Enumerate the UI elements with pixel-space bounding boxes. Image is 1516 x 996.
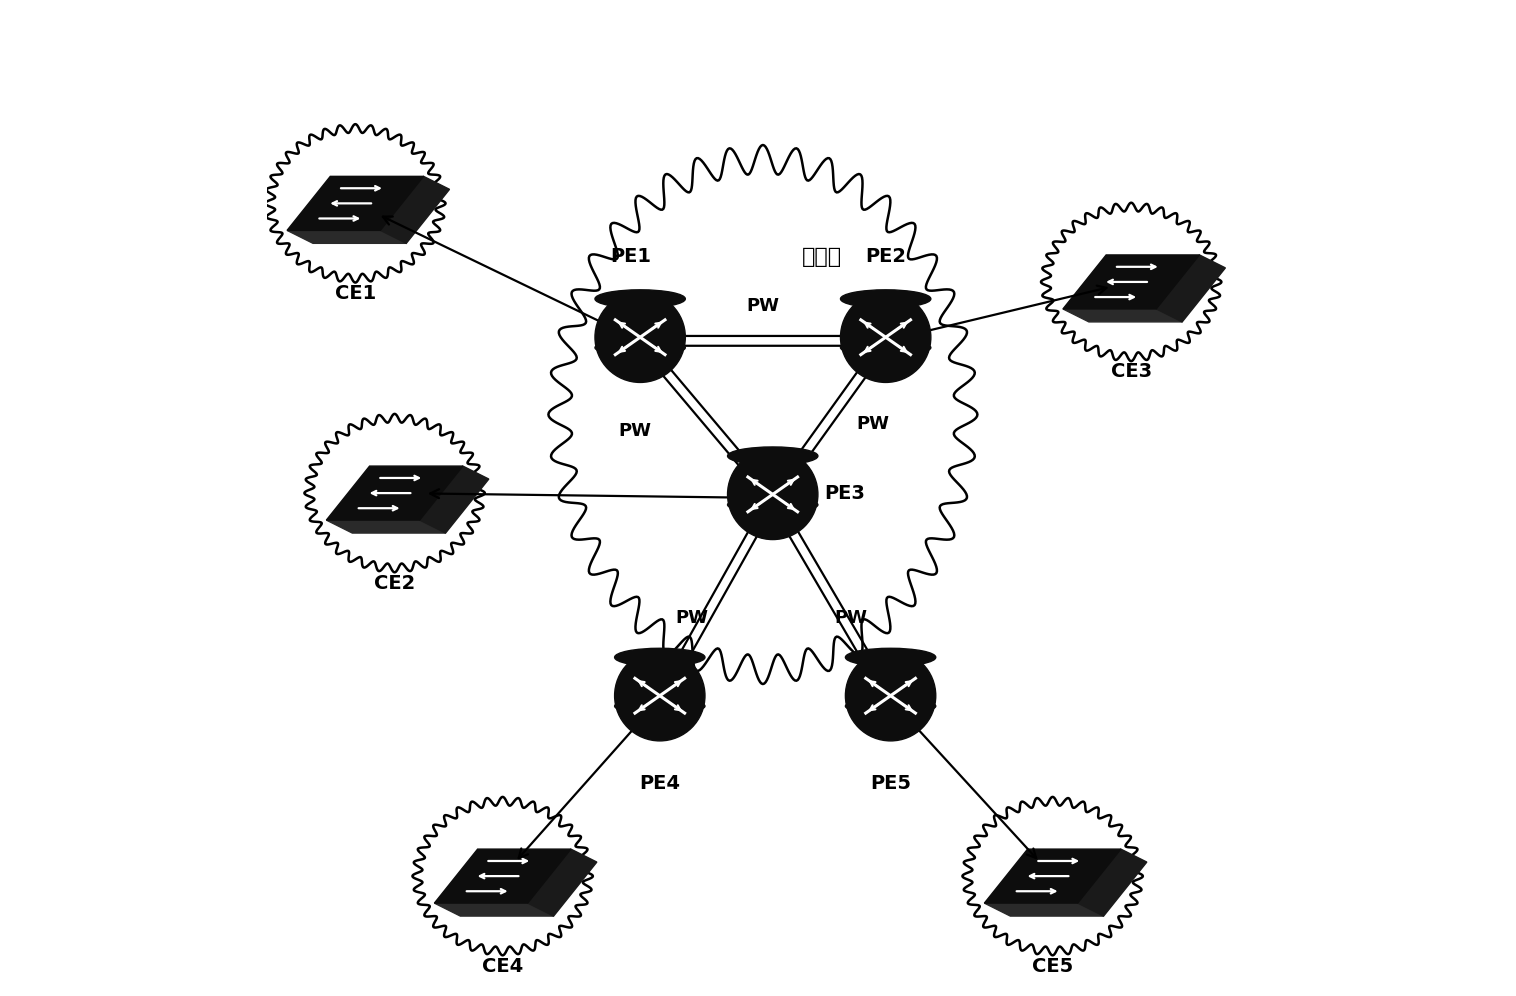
Polygon shape (381, 176, 450, 243)
Text: CE3: CE3 (1111, 363, 1152, 381)
Ellipse shape (728, 497, 819, 513)
Text: PE4: PE4 (640, 774, 681, 793)
Polygon shape (420, 466, 488, 533)
Text: PE3: PE3 (823, 484, 864, 503)
Text: PW: PW (746, 298, 779, 316)
Ellipse shape (728, 447, 819, 465)
Polygon shape (326, 466, 462, 520)
Polygon shape (1063, 255, 1199, 309)
Polygon shape (435, 903, 553, 916)
Ellipse shape (840, 340, 931, 356)
Polygon shape (1157, 255, 1225, 322)
Polygon shape (528, 850, 597, 916)
Text: CE5: CE5 (1032, 956, 1073, 976)
Circle shape (614, 650, 705, 741)
Circle shape (594, 292, 685, 382)
Text: PW: PW (619, 422, 652, 440)
Polygon shape (435, 850, 572, 903)
Polygon shape (1041, 203, 1222, 362)
Text: PW: PW (835, 609, 867, 626)
Polygon shape (305, 414, 485, 573)
Polygon shape (265, 124, 446, 283)
Text: PE5: PE5 (870, 774, 911, 793)
Polygon shape (1063, 309, 1182, 322)
Polygon shape (326, 520, 446, 533)
Ellipse shape (840, 290, 931, 308)
Ellipse shape (846, 698, 935, 714)
Polygon shape (412, 797, 593, 955)
Polygon shape (984, 850, 1120, 903)
Ellipse shape (594, 340, 685, 356)
Polygon shape (963, 797, 1143, 955)
Polygon shape (984, 903, 1104, 916)
Polygon shape (287, 176, 423, 230)
Polygon shape (1078, 850, 1146, 916)
Text: PW: PW (676, 609, 708, 626)
Text: CE4: CE4 (482, 956, 523, 976)
Text: 核心网: 核心网 (802, 247, 841, 267)
Text: PE1: PE1 (609, 247, 650, 266)
Polygon shape (287, 230, 406, 243)
Text: CE2: CE2 (374, 574, 415, 593)
Ellipse shape (594, 290, 685, 308)
Text: PW: PW (857, 415, 890, 433)
Ellipse shape (614, 648, 705, 666)
Polygon shape (549, 145, 978, 684)
Text: PE2: PE2 (866, 247, 907, 266)
Circle shape (840, 292, 931, 382)
Circle shape (728, 449, 819, 540)
Ellipse shape (846, 648, 935, 666)
Circle shape (846, 650, 935, 741)
Text: CE1: CE1 (335, 284, 376, 303)
Ellipse shape (614, 698, 705, 714)
